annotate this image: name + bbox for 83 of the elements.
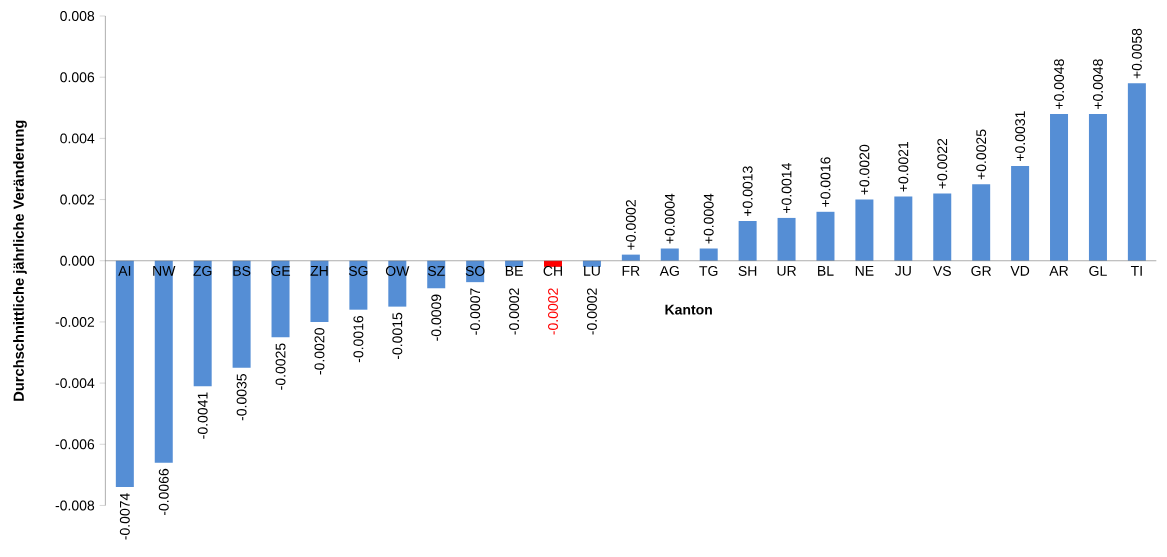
x-axis-title: Kanton [665,304,712,315]
bar [660,248,679,261]
x-tick-label: ZH [310,265,328,276]
bar [933,193,952,261]
data-label: +0.0004 [703,193,714,244]
data-label: +0.0021 [898,141,909,192]
x-tick-label: CH [543,265,562,276]
data-label: -0.0002 [586,288,597,335]
bar [1127,83,1146,261]
x-tick-label: VS [932,265,951,276]
bar [972,184,991,261]
y-tick-label: 0.008 [60,10,95,21]
data-label: +0.0020 [859,144,870,195]
data-label: -0.0020 [314,327,325,375]
y-tick-label: -0.006 [55,439,95,450]
data-label: -0.0007 [470,288,481,335]
x-tick-label: TI [1130,265,1142,276]
x-tick-label: SH [738,265,757,276]
data-label: +0.0048 [1054,59,1064,109]
data-label: -0.0041 [197,392,208,439]
bar [777,217,796,261]
bar [855,199,874,261]
x-tick-label: FR [622,265,640,276]
y-axis-title: Durchschnittliche jährliche Veränderung [13,120,27,401]
bar [310,260,329,322]
x-tick-label: AI [118,265,131,276]
data-label: -0.0009 [431,294,442,341]
data-label: -0.0015 [392,312,403,359]
data-label: +0.0004 [664,193,675,244]
y-tick-label: 0.002 [60,194,95,205]
bar [271,260,290,337]
data-label: +0.0031 [1015,111,1026,161]
bar [1050,113,1069,261]
bar [699,248,718,261]
x-tick-label: VD [1010,265,1030,276]
x-tick-label: AG [659,265,679,276]
x-tick-label: BS [233,265,251,276]
bar [816,211,835,261]
x-tick-label: GR [971,265,992,276]
x-tick-label: GL [1089,265,1107,276]
x-tick-label: NE [855,265,874,276]
x-tick-label: LU [584,265,600,276]
bar [115,260,134,487]
bar [582,260,601,267]
y-tick-label: 0.004 [60,133,95,144]
y-tick-label: 0.000 [60,255,95,266]
y-tick-label: -0.004 [55,377,95,388]
x-tick-label: SZ [427,265,445,276]
data-label: +0.0058 [1131,28,1142,79]
data-label: +0.0048 [1093,59,1103,109]
data-label: -0.0025 [275,343,286,390]
y-tick-label: 0.006 [60,72,95,82]
data-label: +0.0013 [742,166,753,216]
bar [349,260,368,310]
x-tick-label: BL [818,265,834,276]
bar [193,260,212,386]
data-label: -0.0002 [548,288,558,335]
data-label: +0.0022 [937,138,948,189]
bar [1011,165,1030,261]
y-tick-label: -0.008 [55,500,95,511]
y-tick-label: -0.002 [55,316,95,327]
data-label: -0.0016 [353,315,364,362]
x-tick-label: JU [894,265,911,276]
data-label: -0.0002 [509,288,520,335]
x-tick-label: UR [777,265,796,276]
x-tick-label: TG [699,265,718,276]
data-label: +0.0025 [976,129,987,180]
data-label: +0.0016 [820,156,831,207]
x-tick-label: GE [271,265,291,276]
bar [544,260,563,267]
bar [738,220,757,261]
data-label: +0.0014 [781,162,792,213]
data-label: -0.0035 [236,373,247,421]
x-tick-label: AR [1049,265,1069,276]
data-label: -0.0066 [158,468,169,515]
x-tick-label: ZG [193,265,212,276]
data-label: +0.0002 [625,199,636,250]
x-tick-label: SG [348,265,368,276]
bar [1088,113,1107,261]
bar [894,196,913,261]
x-tick-label: BE [505,265,523,276]
bar [232,260,251,368]
data-label: -0.0074 [119,492,130,540]
